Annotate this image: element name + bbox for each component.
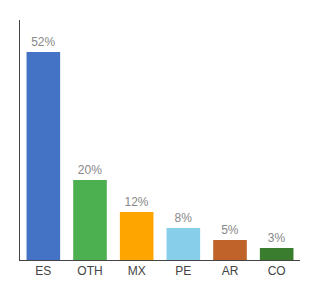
svg-text:5%: 5% bbox=[221, 223, 239, 237]
svg-text:OTH: OTH bbox=[77, 264, 102, 278]
svg-text:PE: PE bbox=[175, 264, 191, 278]
svg-text:8%: 8% bbox=[174, 211, 192, 225]
svg-text:20%: 20% bbox=[78, 163, 102, 177]
svg-text:AR: AR bbox=[222, 264, 239, 278]
svg-text:CO: CO bbox=[268, 264, 286, 278]
svg-text:3%: 3% bbox=[268, 231, 286, 245]
svg-text:ES: ES bbox=[35, 264, 51, 278]
svg-text:MX: MX bbox=[128, 264, 146, 278]
svg-text:12%: 12% bbox=[124, 195, 148, 209]
svg-text:52%: 52% bbox=[31, 35, 55, 49]
